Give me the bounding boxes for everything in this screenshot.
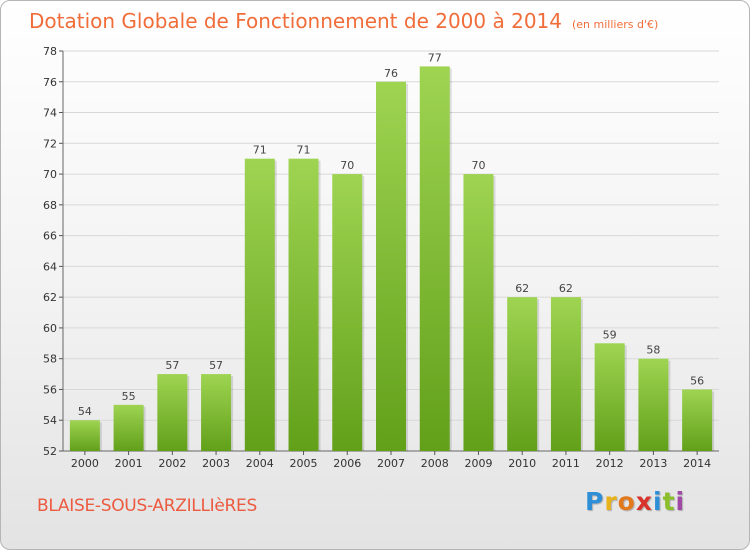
y-tick-label: 64 xyxy=(43,260,57,273)
value-label-2011: 62 xyxy=(559,282,573,295)
value-label-2013: 58 xyxy=(646,344,660,357)
x-tick-label-2011: 2011 xyxy=(552,457,580,470)
x-tick-label-2001: 2001 xyxy=(115,457,143,470)
value-label-2006: 70 xyxy=(340,159,354,172)
x-tick-label-2004: 2004 xyxy=(246,457,274,470)
bar-2008 xyxy=(419,66,450,451)
y-tick-label: 78 xyxy=(43,45,57,58)
logo-letter: r xyxy=(604,487,618,516)
bar-2002 xyxy=(157,374,188,451)
tick-labels: 52 54 56 58 60 62 64 66 68 70 72 74 76 78 2000 2001 2002… xyxy=(43,45,711,470)
bar-2012 xyxy=(594,343,625,451)
y-tick-label: 68 xyxy=(43,199,57,212)
value-label-2012: 59 xyxy=(603,328,617,341)
bar-2001 xyxy=(113,404,144,451)
value-label-2009: 70 xyxy=(471,159,485,172)
x-tick-label-2002: 2002 xyxy=(158,457,186,470)
bar-2000 xyxy=(69,420,100,451)
x-tick-label-2013: 2013 xyxy=(639,457,667,470)
bar-2013 xyxy=(638,358,669,451)
x-tick-label-2003: 2003 xyxy=(202,457,230,470)
value-label-2002: 57 xyxy=(165,359,179,372)
bars xyxy=(69,66,715,452)
logo-letter: P xyxy=(585,487,605,516)
logo-letter: x xyxy=(635,487,653,516)
commune-name: BLAISE-SOUS-ARZILLIèRES xyxy=(37,496,257,516)
bar-2006 xyxy=(332,174,363,452)
y-tick-label: 74 xyxy=(43,107,57,120)
value-label-2001: 55 xyxy=(122,390,136,403)
bar-2010 xyxy=(507,297,538,451)
y-tick-label: 72 xyxy=(43,137,57,150)
y-tick-label: 62 xyxy=(43,291,57,304)
value-label-2003: 57 xyxy=(209,359,223,372)
x-tick-label-2009: 2009 xyxy=(464,457,492,470)
logo-letter: t xyxy=(662,487,676,516)
bar-2009 xyxy=(463,174,494,452)
y-tick-label: 58 xyxy=(43,353,57,366)
y-tick-label: 66 xyxy=(43,230,57,243)
bar-2014 xyxy=(682,389,713,451)
y-tick-label: 70 xyxy=(43,168,57,181)
x-tick-label-2005: 2005 xyxy=(290,457,318,470)
y-tick-label: 52 xyxy=(43,445,57,458)
value-label-2008: 77 xyxy=(428,51,442,64)
value-label-2004: 71 xyxy=(253,144,267,157)
y-tick-label: 54 xyxy=(43,414,57,427)
bar-2007 xyxy=(376,81,406,452)
x-tick-label-2000: 2000 xyxy=(71,457,99,470)
logo-letter: i xyxy=(675,487,686,516)
value-labels: 54 55 57 57 71 71 70 76 77 70 62 62 59 58 56 xyxy=(78,51,704,418)
bar-2004 xyxy=(244,158,275,451)
x-tick-label-2007: 2007 xyxy=(377,457,405,470)
x-tick-label-2012: 2012 xyxy=(596,457,624,470)
y-tick-label: 60 xyxy=(43,322,57,335)
x-tick-label-2010: 2010 xyxy=(508,457,536,470)
chart-title-text: Dotation Globale de Fonctionnement de 20… xyxy=(29,9,562,33)
bar-2003 xyxy=(201,374,232,451)
x-tick-label-2014: 2014 xyxy=(683,457,711,470)
chart-title: Dotation Globale de Fonctionnement de 20… xyxy=(29,9,658,33)
proxiti-logo: Proxiti xyxy=(585,487,685,516)
value-label-2005: 71 xyxy=(297,144,311,157)
y-tick-label: 56 xyxy=(43,383,57,396)
logo-letter: o xyxy=(617,487,636,516)
value-label-2000: 54 xyxy=(78,405,92,418)
logo-letter: i xyxy=(653,487,663,516)
chart-subtitle: (en milliers d'€) xyxy=(572,18,659,31)
x-tick-label-2006: 2006 xyxy=(333,457,361,470)
x-tick-label-2008: 2008 xyxy=(421,457,449,470)
value-label-2007: 76 xyxy=(384,67,398,80)
value-label-2010: 62 xyxy=(515,282,529,295)
y-tick-label: 76 xyxy=(43,76,57,89)
bar-2011 xyxy=(550,297,581,451)
value-label-2014: 56 xyxy=(690,374,704,387)
bar-2005 xyxy=(288,158,319,451)
